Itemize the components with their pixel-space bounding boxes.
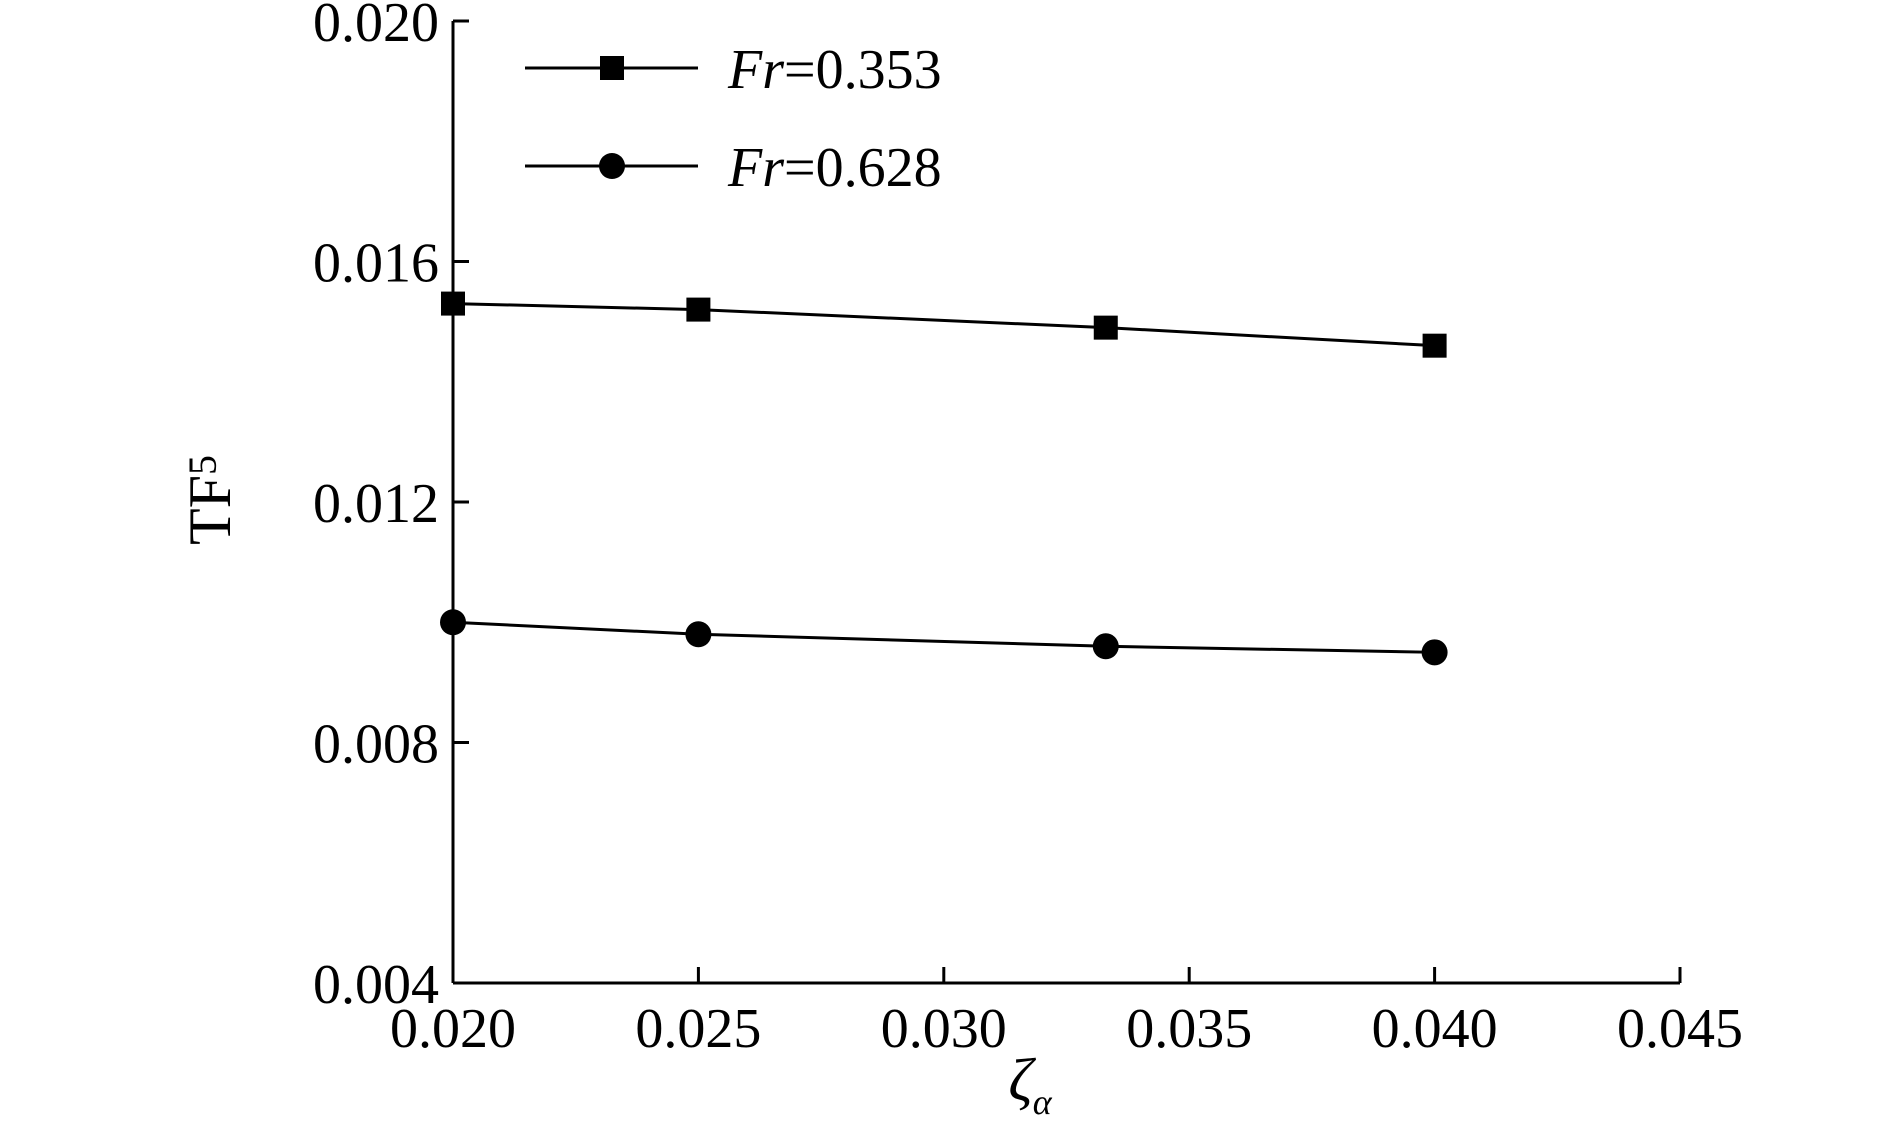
x-tick-label: 0.040 xyxy=(1372,998,1498,1060)
series-2 xyxy=(440,609,1448,666)
series-line xyxy=(452,620,1435,654)
x-axis-title: ζα xyxy=(1008,1047,1052,1122)
x-tick-label: 0.030 xyxy=(881,998,1007,1060)
series-layer xyxy=(440,291,1448,666)
legend-label: Fr=0.628 xyxy=(727,137,942,199)
series-1 xyxy=(441,291,1447,358)
data-point xyxy=(686,297,711,322)
y-tick-label: 0.016 xyxy=(313,233,439,295)
data-point xyxy=(441,291,465,316)
x-tick-label: 0.020 xyxy=(390,998,516,1060)
legend-label: Fr=0.353 xyxy=(727,39,942,101)
y-axis-title: TF5 xyxy=(177,455,243,545)
legend-item-2: Fr=0.628 xyxy=(525,137,942,199)
axes: 0.004 0.008 0.012 0.016 0.020 0.020 0.025 0.030… xyxy=(313,0,1743,1060)
data-point xyxy=(685,621,712,648)
legend-item-1: Fr=0.353 xyxy=(525,39,942,101)
data-point xyxy=(1421,639,1448,666)
legend: Fr=0.353 Fr=0.628 xyxy=(525,39,942,199)
data-point xyxy=(1093,315,1118,340)
y-tick-label: 0.012 xyxy=(313,473,439,535)
x-tick-label: 0.025 xyxy=(635,998,761,1060)
data-point xyxy=(1422,333,1447,358)
y-tick-label: 0.004 xyxy=(313,954,439,1016)
legend-marker xyxy=(599,153,625,179)
y-tick-label: 0.008 xyxy=(313,714,439,776)
series-line xyxy=(452,302,1435,348)
data-point xyxy=(440,609,466,636)
legend-marker xyxy=(600,56,624,80)
data-point xyxy=(1092,633,1119,660)
y-tick-label: 0.020 xyxy=(313,0,439,54)
x-tick-label: 0.045 xyxy=(1617,998,1743,1060)
x-tick-label: 0.035 xyxy=(1126,998,1252,1060)
